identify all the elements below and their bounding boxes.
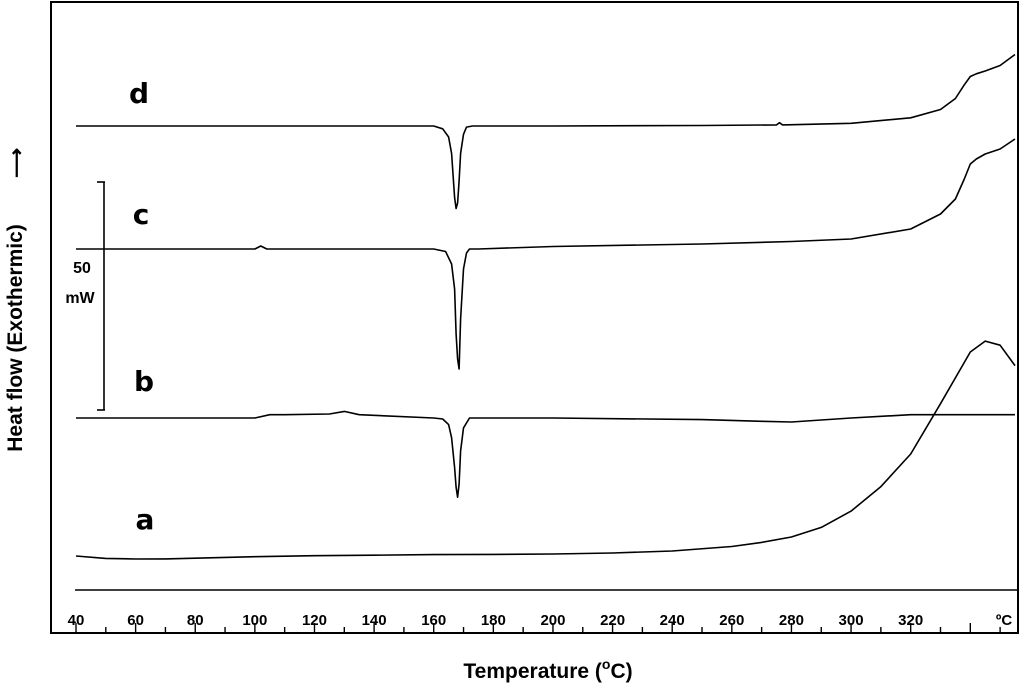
x-tick-label: 300 <box>839 612 864 629</box>
x-tick-label: 240 <box>660 612 685 629</box>
y-axis-title-group: Heat flow (Exothermic) <box>4 224 27 452</box>
x-tick-label: 280 <box>779 612 804 629</box>
x-axis-tick-labels: 40 60 80 100 120 140 160 180 200 220 240 260 280 300 3… <box>68 612 924 629</box>
x-tick-label: 100 <box>242 612 267 629</box>
scale-bar-value: 50 <box>73 260 91 277</box>
x-axis-unit-label: ºC <box>996 612 1012 629</box>
series-line-a <box>75 340 1016 560</box>
x-tick-label: 260 <box>719 612 744 629</box>
y-axis-arrow-icon: ⟶ <box>5 148 28 178</box>
x-tick-label: 80 <box>187 612 204 629</box>
scale-bar-unit: mW <box>65 290 95 307</box>
y-axis-arrow-group: ⟶ <box>5 148 28 178</box>
series-label-d: d <box>129 77 149 110</box>
series-label-b: b <box>134 365 154 398</box>
x-tick-label: 320 <box>898 612 923 629</box>
series-layer: d c b a <box>75 53 1016 560</box>
x-tick-label: 60 <box>127 612 144 629</box>
x-axis-title-end: C) <box>610 660 632 683</box>
x-axis-title: Temperature (oC) <box>463 656 632 683</box>
series-line-b <box>76 410 1015 498</box>
series-line-d <box>76 53 1016 210</box>
x-axis-ticks <box>75 623 1001 633</box>
x-tick-label: 140 <box>362 612 387 629</box>
y-axis-title: Heat flow (Exothermic) <box>4 224 27 452</box>
x-axis-title-main: Temperature ( <box>463 660 601 683</box>
x-axis-title-superscript: o <box>602 656 611 672</box>
x-tick-label: 200 <box>540 612 565 629</box>
x-tick-label: 180 <box>481 612 506 629</box>
series-label-a: a <box>136 503 155 536</box>
x-tick-label: 40 <box>68 612 85 629</box>
scale-bar: 50 mW <box>65 181 105 411</box>
series-line-c <box>76 138 1016 370</box>
plot-frame <box>50 1 1019 634</box>
x-tick-label: 160 <box>421 612 446 629</box>
x-tick-label: 120 <box>302 612 327 629</box>
x-tick-label: 220 <box>600 612 625 629</box>
series-label-c: c <box>133 198 150 231</box>
